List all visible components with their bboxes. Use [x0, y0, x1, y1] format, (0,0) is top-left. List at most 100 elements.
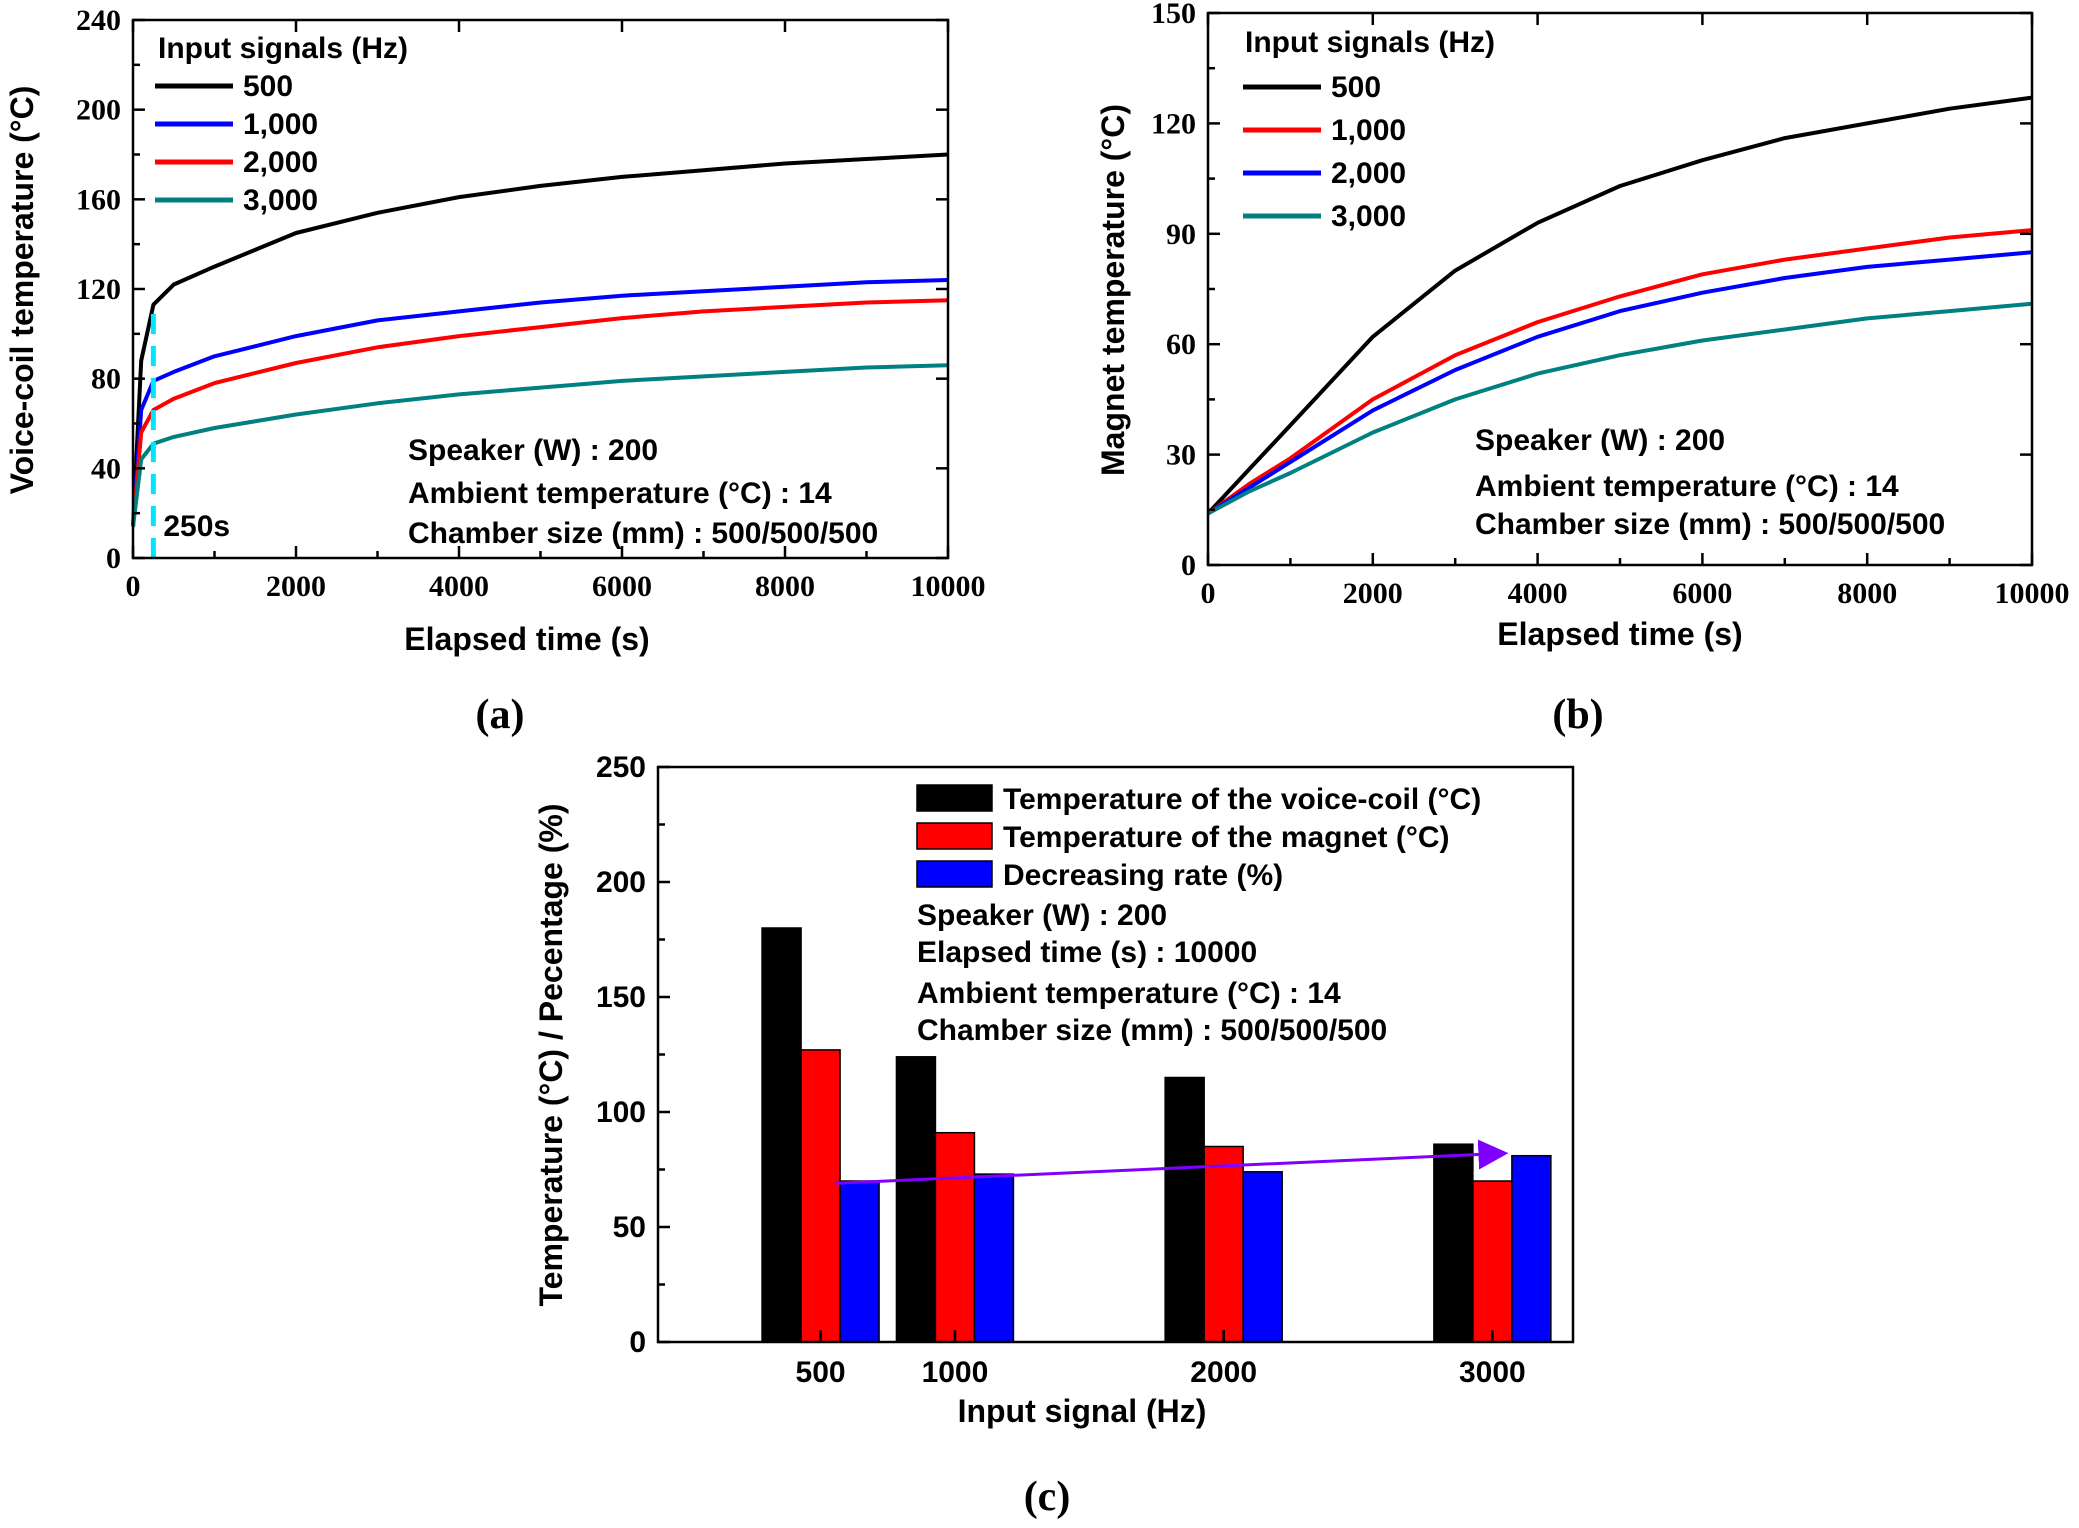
- chart-a-series: [131, 152, 949, 527]
- chart-c-legend-swatch-0: [916, 784, 993, 812]
- chart-c-xtick-label-2: 2000: [1190, 1356, 1257, 1389]
- chart-c-ytick-label-4: 200: [596, 866, 646, 899]
- chart-c-bar-3-0: [1433, 1143, 1474, 1343]
- chart-b-ytick-label-3: 90: [1166, 218, 1196, 251]
- chart-b-ytick-label-2: 60: [1166, 328, 1196, 361]
- chart-a-ytick-label-6: 240: [76, 4, 121, 37]
- chart-a-panel-label: (a): [476, 692, 525, 738]
- chart-a-xticks: 0 2000 4000 6000 8000 10000: [126, 20, 986, 603]
- chart-c-bar-0-1: [800, 1049, 841, 1343]
- chart-c-bar-1-2: [973, 1173, 1015, 1343]
- chart-b-xtick-label-1: 2000: [1343, 577, 1403, 610]
- chart-b-legend-title: Input signals (Hz): [1245, 26, 1495, 59]
- chart-a-series-line-1: [131, 278, 949, 527]
- chart-a-xlabel: Elapsed time (s): [404, 621, 649, 657]
- chart-c-ytick-label-0: 0: [629, 1326, 646, 1359]
- chart-a-xtick-label-5: 10000: [911, 570, 986, 603]
- chart-c-bar-0-0: [761, 927, 802, 1343]
- chart-a-marker-label: 250s: [163, 510, 230, 543]
- chart-a-xtick-label-2: 4000: [429, 570, 489, 603]
- chart-b-legend: 500 1,000 2,000 3,000: [1243, 71, 1406, 233]
- chart-c-bar-2-0: [1164, 1076, 1205, 1343]
- chart-a-ytick-label-1: 40: [91, 452, 121, 485]
- chart-a-xtick-label-3: 6000: [592, 570, 652, 603]
- chart-a-legend-label-1: 1,000: [243, 108, 318, 141]
- chart-a-ytick-label-5: 200: [76, 94, 121, 127]
- chart-c-ytick-label-5: 250: [596, 751, 646, 784]
- chart-b-series-line-2: [1206, 250, 2033, 516]
- chart-b-legend-label-2: 2,000: [1331, 157, 1406, 190]
- chart-a-ytick-label-0: 0: [106, 542, 121, 575]
- chart-b-annotation-1: Speaker (W) : 200: [1475, 424, 1725, 457]
- chart-b-series-line-0: [1206, 95, 2033, 515]
- chart-c-trend-arrow: [835, 1139, 1509, 1185]
- chart-b-series: [1206, 95, 2033, 516]
- chart-b-xlabel: Elapsed time (s): [1497, 616, 1742, 652]
- chart-c-bar-3-2: [1511, 1154, 1552, 1343]
- chart-b-ytick-label-0: 0: [1181, 549, 1196, 582]
- chart-a-annotation-3: Chamber size (mm) : 500/500/500: [408, 517, 878, 550]
- chart-b-ytick-label-4: 120: [1151, 107, 1196, 140]
- chart-a-ytick-label-4: 160: [76, 183, 121, 216]
- chart-b-annotation-2: Ambient temperature (°C) : 14: [1475, 470, 1899, 503]
- chart-b-xtick-label-4: 8000: [1837, 577, 1897, 610]
- chart-a-annotation-1: Speaker (W) : 200: [408, 434, 658, 467]
- chart-c-legend-swatch-2: [916, 860, 993, 888]
- chart-a-series-line-0: [131, 152, 949, 527]
- chart-c-legend-label-1: Temperature of the magnet (°C): [1003, 821, 1449, 854]
- chart-c-annotation-3: Ambient temperature (°C) : 14: [917, 977, 1341, 1010]
- chart-a-legend-label-3: 3,000: [243, 184, 318, 217]
- chart-a-series-line-2: [131, 298, 949, 527]
- chart-c-annotation-1: Speaker (W) : 200: [917, 899, 1167, 932]
- chart-a: 250s 0 2000 4000 6000 8000 10000 0 40 80 120 160 2…: [4, 4, 986, 738]
- chart-a-series-line-3: [131, 363, 949, 527]
- chart-a-ytick-label-3: 120: [76, 273, 121, 306]
- chart-c-annotation-4: Chamber size (mm) : 500/500/500: [917, 1014, 1387, 1047]
- chart-a-marker: 250s: [150, 304, 230, 558]
- chart-c-ytick-label-2: 100: [596, 1096, 646, 1129]
- chart-b-yticks: 0 30 60 90 120 150: [1151, 0, 2032, 582]
- chart-c-annotation-2: Elapsed time (s) : 10000: [917, 936, 1257, 969]
- chart-c-legend-label-0: Temperature of the voice-coil (°C): [1003, 783, 1481, 816]
- chart-b-annotation-3: Chamber size (mm) : 500/500/500: [1475, 508, 1945, 541]
- chart-c-bar-2-1: [1203, 1145, 1244, 1343]
- chart-a-legend: 500 1,000 2,000 3,000: [155, 70, 318, 217]
- chart-c: 500 1000 2000 3000 0 50 100 150 200 250 Input si…: [533, 751, 1575, 1520]
- chart-c-bar-1-0: [895, 1056, 937, 1343]
- chart-b-xtick-label-5: 10000: [1995, 577, 2070, 610]
- chart-c-ytick-label-3: 150: [596, 981, 646, 1014]
- chart-b-xtick-label-0: 0: [1201, 577, 1216, 610]
- chart-c-yticks: 0 50 100 150 200 250: [596, 751, 670, 1359]
- chart-a-annotation-2: Ambient temperature (°C) : 14: [408, 477, 832, 510]
- chart-a-ylabel: Voice-coil temperature (°C): [4, 86, 40, 495]
- chart-b-legend-label-3: 3,000: [1331, 200, 1406, 233]
- chart-a-legend-title: Input signals (Hz): [158, 32, 408, 65]
- chart-c-xtick-label-1: 1000: [922, 1356, 989, 1389]
- chart-c-ylabel: Temperature (°C) / Pecentage (%): [533, 804, 569, 1307]
- chart-c-bar-1-1: [934, 1131, 976, 1343]
- chart-b-ytick-label-1: 30: [1166, 439, 1196, 472]
- chart-b-xticks: 0 2000 4000 6000 8000 10000: [1201, 13, 2070, 610]
- chart-c-bar-0-2: [839, 1180, 880, 1343]
- chart-a-yticks: 0 40 80 120 160 200 240: [76, 4, 948, 575]
- chart-b-legend-label-1: 1,000: [1331, 114, 1406, 147]
- chart-c-panel-label: (c): [1024, 1474, 1071, 1520]
- chart-b-legend-label-0: 500: [1331, 71, 1381, 104]
- chart-c-ytick-label-1: 50: [613, 1211, 646, 1244]
- chart-a-xtick-label-1: 2000: [266, 570, 326, 603]
- chart-c-xticks: 500 1000 2000 3000: [796, 1330, 1526, 1389]
- chart-c-bars: [761, 927, 1552, 1343]
- chart-b-ytick-label-5: 150: [1151, 0, 1196, 30]
- chart-b: 0 2000 4000 6000 8000 10000 0 30 60 90 120 150 Ela…: [1095, 0, 2070, 738]
- chart-c-legend: Temperature of the voice-coil (°C) Temper…: [916, 783, 1481, 892]
- chart-a-xtick-label-0: 0: [126, 570, 141, 603]
- chart-a-xtick-label-4: 8000: [755, 570, 815, 603]
- chart-a-legend-label-2: 2,000: [243, 146, 318, 179]
- chart-c-xlabel: Input signal (Hz): [958, 1393, 1207, 1429]
- chart-c-xtick-label-0: 500: [796, 1356, 846, 1389]
- chart-c-legend-swatch-1: [916, 822, 993, 850]
- chart-c-legend-label-2: Decreasing rate (%): [1003, 859, 1283, 892]
- chart-c-xtick-label-3: 3000: [1459, 1356, 1526, 1389]
- chart-a-ytick-label-2: 80: [91, 363, 121, 396]
